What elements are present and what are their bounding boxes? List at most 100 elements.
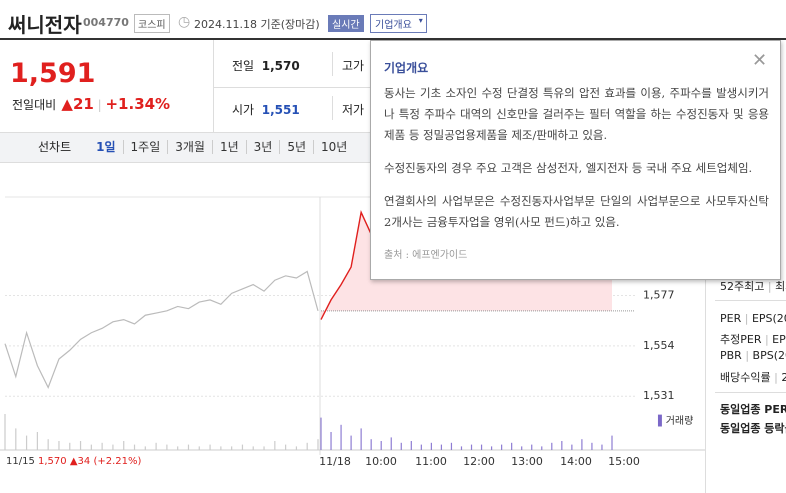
dropdown-arrow: ▾: [418, 16, 423, 25]
realtime-badge[interactable]: 실시간: [328, 15, 364, 32]
volume-bar: [430, 442, 432, 450]
x-tick-label: 10:00: [365, 455, 397, 468]
volume-bar: [470, 444, 473, 450]
side-row: 52주최고 | 최저: [720, 278, 786, 294]
open-label: 시가: [232, 103, 255, 117]
date: 2024.11.18 기준(장마감): [194, 18, 320, 31]
volume-bar: [112, 444, 114, 450]
volume-bar: [480, 444, 483, 450]
close-button[interactable]: ✕: [752, 50, 768, 71]
popup-source: 출처 : 에프엔가이드: [384, 250, 468, 261]
overview-button[interactable]: 기업개요 ▾: [370, 14, 427, 33]
prev-row: 전일 1,570: [232, 57, 300, 74]
volume-bar: [370, 439, 372, 450]
volume-bar: [69, 442, 71, 450]
divider: [332, 96, 333, 120]
volume-label: 거래량: [665, 416, 694, 427]
side-item: PER: [720, 312, 742, 325]
volume-bar: [25, 435, 28, 450]
x-tick-label: 13:00: [511, 455, 543, 468]
side-row: PBR | BPS(202: [720, 349, 786, 362]
volume-bar: [90, 444, 92, 450]
tab[interactable]: 5년: [279, 140, 314, 154]
volume-bar: [440, 444, 443, 450]
volume-bar: [340, 424, 342, 450]
low-label: 저가: [342, 103, 365, 117]
divider: [715, 300, 786, 301]
tab[interactable]: 10년: [313, 140, 355, 154]
volume-bar: [390, 437, 392, 450]
x-tick-label: 15:00: [608, 455, 640, 468]
overview-label: 기업개요: [375, 20, 412, 31]
stock-name: 써니전자: [8, 13, 82, 37]
volume-bar: [541, 446, 543, 450]
volume-bar: [220, 446, 222, 450]
volume-bar: [611, 435, 613, 450]
separator: |: [770, 371, 782, 384]
volume-bar: [591, 442, 593, 450]
volume-bar: [274, 441, 276, 450]
volume-bar: [295, 446, 298, 450]
side-row: 배당수익률 | 20: [720, 369, 786, 385]
tab[interactable]: 1일: [96, 140, 116, 154]
volume-bar: [79, 441, 82, 450]
open-row: 시가 1,551: [232, 101, 300, 118]
volume-bar: [317, 439, 319, 450]
volume-bar: [420, 444, 422, 450]
y-tick-label: 1,577: [643, 289, 675, 302]
volume-bar: [47, 439, 49, 450]
volume-bar: [360, 428, 362, 450]
tab[interactable]: 3개월: [167, 140, 212, 154]
change-row: 전일대비 ▲21 | +1.34%: [12, 95, 171, 113]
popup-title: 기업개요: [384, 61, 429, 75]
divider: [705, 160, 706, 493]
stock-code: 004770: [83, 16, 129, 29]
volume-legend: ▌거래량: [658, 416, 694, 427]
volume-bar: [306, 442, 308, 450]
volume-bar: [285, 444, 287, 450]
side-item: 20: [781, 371, 786, 384]
popup-paragraph: 연결회사의 사업부문은 수정진동자사업부문 단일의 사업부문으로 사모투자신탁 …: [384, 194, 769, 229]
volume-bar: [177, 446, 179, 450]
volume-bar: [501, 444, 503, 450]
divider: [213, 87, 370, 88]
volume-bar: [187, 444, 190, 450]
volume-bar: [58, 441, 60, 450]
volume-bar: [410, 441, 412, 450]
tab[interactable]: 3년: [245, 140, 280, 154]
popup-body: 동사는 기초 소자인 수정 단결정 특유의 압전 효과를 이용, 주파수를 발생…: [384, 83, 769, 245]
header-rule: [0, 38, 786, 40]
x-tick-label: 12:00: [463, 455, 495, 468]
prev: 1,570: [261, 59, 300, 73]
volume-bar: [511, 442, 513, 450]
volume-bar: [133, 444, 136, 450]
y-tick-label: 1,531: [643, 389, 675, 402]
footer-rate: (+2.21%): [93, 456, 142, 467]
side-item: 동일업종 등락률: [720, 422, 786, 435]
side-item: 동일업종 PER: [720, 403, 786, 416]
side-item: BPS(202: [752, 349, 786, 362]
footer-change: 34: [77, 456, 91, 467]
volume-bar: [144, 446, 146, 450]
volume-bar: [490, 446, 493, 450]
separator: |: [764, 280, 776, 293]
volume-bar: [263, 446, 265, 450]
side-item: 추정PER: [720, 333, 762, 346]
volume-bar: [350, 435, 352, 450]
volume-bar: [460, 446, 463, 450]
volume-bar: [155, 442, 157, 450]
volume-bar: [450, 442, 453, 450]
separator: |: [761, 333, 773, 346]
tab[interactable]: 1년: [211, 140, 246, 154]
footer-date: 11/15: [6, 456, 35, 467]
tab[interactable]: 1주일: [122, 140, 168, 154]
footer-price: 1,570: [38, 456, 67, 467]
side-row: 동일업종 PER: [720, 401, 786, 417]
volume-bar: [521, 446, 523, 450]
separator: |: [741, 312, 752, 325]
prev-label: 전일: [232, 59, 255, 73]
price: 1,591: [10, 58, 96, 89]
x-tick-label: 11/18: [319, 455, 351, 468]
footer: 11/15 1,570 ▲34 (+2.21%): [6, 456, 142, 467]
